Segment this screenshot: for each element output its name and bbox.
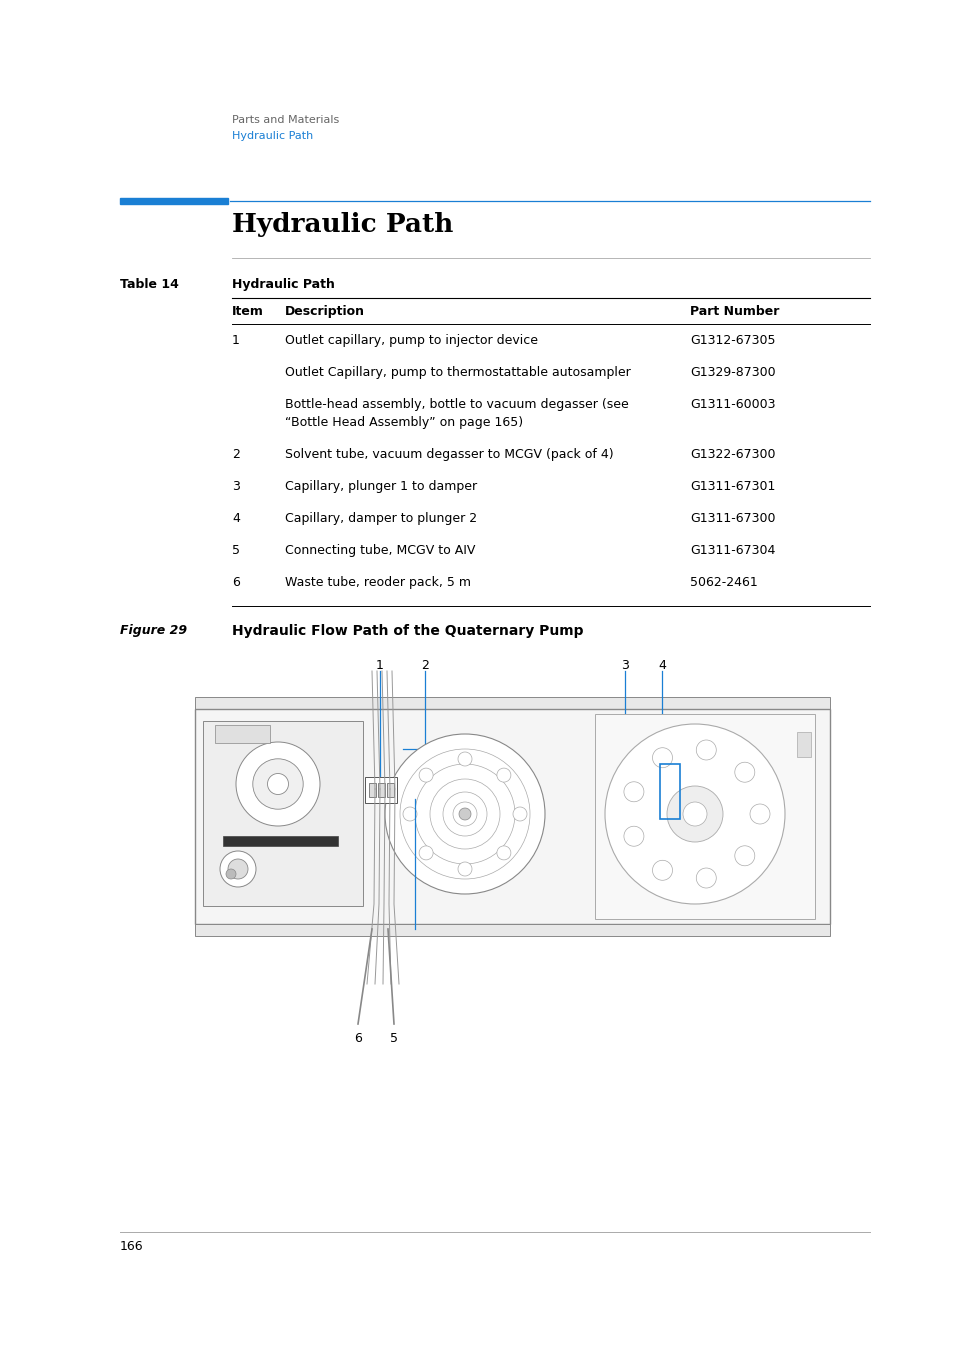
- Text: Outlet Capillary, pump to thermostattable autosampler: Outlet Capillary, pump to thermostattabl…: [285, 366, 630, 380]
- Bar: [194, 697, 829, 709]
- Bar: [194, 924, 829, 936]
- Text: Item: Item: [232, 305, 264, 317]
- Circle shape: [623, 827, 643, 846]
- Bar: [796, 732, 810, 757]
- Text: 166: 166: [120, 1240, 144, 1252]
- Text: 1: 1: [375, 659, 383, 671]
- Text: 6: 6: [232, 576, 239, 589]
- Circle shape: [226, 869, 235, 880]
- Bar: [194, 709, 829, 924]
- Text: 5062-2461: 5062-2461: [689, 576, 757, 589]
- Bar: [595, 713, 814, 919]
- Text: 1: 1: [232, 334, 239, 347]
- Bar: [214, 725, 270, 743]
- Text: Table 14: Table 14: [120, 278, 179, 290]
- Text: 6: 6: [354, 1032, 361, 1046]
- Bar: [377, 784, 385, 797]
- Circle shape: [235, 742, 319, 825]
- Circle shape: [497, 769, 511, 782]
- Text: 4: 4: [658, 659, 665, 671]
- Bar: [223, 836, 337, 846]
- Circle shape: [623, 782, 643, 801]
- Text: Capillary, plunger 1 to damper: Capillary, plunger 1 to damper: [285, 480, 476, 493]
- Circle shape: [220, 851, 255, 888]
- Text: G1329-87300: G1329-87300: [689, 366, 775, 380]
- Text: G1311-60003: G1311-60003: [689, 399, 775, 411]
- Text: Part Number: Part Number: [689, 305, 779, 317]
- Bar: [387, 784, 394, 797]
- Circle shape: [458, 808, 471, 820]
- Text: Solvent tube, vacuum degasser to MCGV (pack of 4): Solvent tube, vacuum degasser to MCGV (p…: [285, 449, 613, 461]
- Circle shape: [696, 867, 716, 888]
- Text: Connecting tube, MCGV to AIV: Connecting tube, MCGV to AIV: [285, 544, 475, 557]
- Text: 5: 5: [390, 1032, 397, 1046]
- Text: G1322-67300: G1322-67300: [689, 449, 775, 461]
- Text: Outlet capillary, pump to injector device: Outlet capillary, pump to injector devic…: [285, 334, 537, 347]
- Text: Hydraulic Path: Hydraulic Path: [232, 212, 453, 236]
- Circle shape: [734, 762, 754, 782]
- Circle shape: [513, 807, 526, 821]
- Bar: [120, 199, 228, 204]
- Text: G1311-67300: G1311-67300: [689, 512, 775, 526]
- Bar: [369, 784, 375, 797]
- Text: Capillary, damper to plunger 2: Capillary, damper to plunger 2: [285, 512, 476, 526]
- Text: 5: 5: [232, 544, 240, 557]
- Text: Bottle-head assembly, bottle to vacuum degasser (see: Bottle-head assembly, bottle to vacuum d…: [285, 399, 628, 411]
- Text: Figure 29: Figure 29: [120, 624, 187, 638]
- Text: 3: 3: [232, 480, 239, 493]
- Text: G1311-67304: G1311-67304: [689, 544, 775, 557]
- Bar: [659, 765, 679, 819]
- Text: Description: Description: [285, 305, 365, 317]
- Circle shape: [457, 753, 472, 766]
- Text: 2: 2: [420, 659, 429, 671]
- Text: 2: 2: [232, 449, 239, 461]
- Circle shape: [402, 807, 416, 821]
- Text: Hydraulic Path: Hydraulic Path: [232, 278, 335, 290]
- Text: Waste tube, reoder pack, 5 m: Waste tube, reoder pack, 5 m: [285, 576, 471, 589]
- Circle shape: [749, 804, 769, 824]
- Circle shape: [497, 846, 511, 859]
- Circle shape: [267, 774, 288, 794]
- Circle shape: [682, 802, 706, 825]
- Circle shape: [457, 862, 472, 875]
- Text: Hydraulic Path: Hydraulic Path: [232, 131, 313, 141]
- Circle shape: [385, 734, 544, 894]
- Circle shape: [652, 861, 672, 881]
- Circle shape: [734, 846, 754, 866]
- Text: 3: 3: [620, 659, 628, 671]
- Circle shape: [604, 724, 784, 904]
- Text: G1312-67305: G1312-67305: [689, 334, 775, 347]
- Text: Parts and Materials: Parts and Materials: [232, 115, 339, 126]
- Circle shape: [228, 859, 248, 880]
- Circle shape: [253, 759, 303, 809]
- Text: Hydraulic Flow Path of the Quaternary Pump: Hydraulic Flow Path of the Quaternary Pu…: [232, 624, 583, 638]
- Circle shape: [696, 740, 716, 761]
- Circle shape: [418, 769, 433, 782]
- Text: G1311-67301: G1311-67301: [689, 480, 775, 493]
- Text: 4: 4: [232, 512, 239, 526]
- Bar: [203, 721, 363, 907]
- Text: “Bottle Head Assembly” on page 165): “Bottle Head Assembly” on page 165): [285, 416, 522, 430]
- Bar: [365, 777, 396, 802]
- Circle shape: [652, 747, 672, 767]
- Circle shape: [666, 786, 722, 842]
- Circle shape: [418, 846, 433, 859]
